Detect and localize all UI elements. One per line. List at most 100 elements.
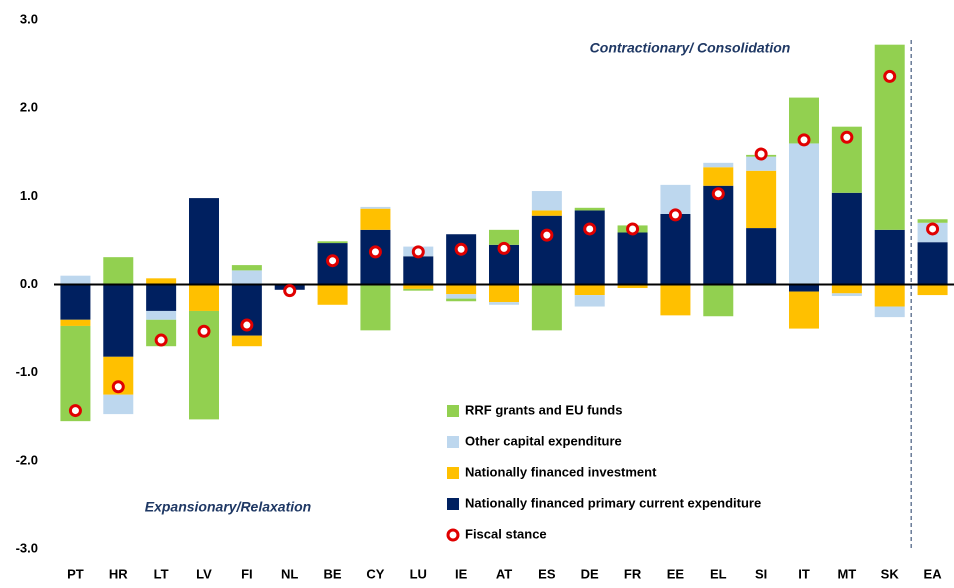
x-tick-label: SK xyxy=(881,566,900,581)
bar xyxy=(574,210,605,285)
bar xyxy=(446,284,477,295)
bar xyxy=(917,242,948,285)
x-tick-label: LT xyxy=(154,566,169,581)
stance-point xyxy=(540,228,554,242)
bar xyxy=(146,278,177,285)
x-tick-label: IT xyxy=(798,566,810,581)
bar xyxy=(746,156,777,171)
stance-point xyxy=(883,69,897,83)
bar xyxy=(746,170,777,229)
x-tick-label: EE xyxy=(667,566,685,581)
x-tick-label: SI xyxy=(755,566,767,581)
stance-point xyxy=(840,130,854,144)
x-tick-label: IE xyxy=(455,566,468,581)
bar xyxy=(146,284,177,311)
bar xyxy=(531,210,562,216)
bar xyxy=(874,284,905,307)
bar xyxy=(360,284,391,331)
bar xyxy=(403,288,434,291)
x-tick-label: PT xyxy=(67,566,84,581)
legend-marker xyxy=(447,436,459,448)
bar xyxy=(789,143,819,285)
bar xyxy=(531,215,562,285)
stance-point xyxy=(240,318,254,332)
stance-point xyxy=(711,187,725,201)
stance-point xyxy=(154,333,168,347)
legend-marker xyxy=(446,528,460,542)
bar xyxy=(917,219,948,223)
bar xyxy=(746,228,777,285)
bar xyxy=(917,284,948,296)
stance-point xyxy=(754,147,768,161)
x-tick-label: FR xyxy=(624,566,642,581)
y-tick-label: -3.0 xyxy=(16,540,38,555)
bar xyxy=(831,293,862,296)
bar xyxy=(531,191,562,211)
y-tick-label: 3.0 xyxy=(20,11,38,26)
x-tick-label: EL xyxy=(710,566,727,581)
legend-label: Fiscal stance xyxy=(465,526,547,541)
annotation: Expansionary/Relaxation xyxy=(145,499,312,515)
bar xyxy=(874,229,905,285)
legend-label: RRF grants and EU funds xyxy=(465,402,622,417)
bar xyxy=(703,167,734,186)
bar xyxy=(360,208,391,230)
x-tick-label: DE xyxy=(581,566,599,581)
bar xyxy=(489,302,519,305)
bar xyxy=(60,284,91,320)
y-tick-label: -1.0 xyxy=(16,364,38,379)
legend-marker xyxy=(447,498,459,510)
bar xyxy=(446,298,477,302)
bar xyxy=(703,284,734,317)
y-tick-label: 0.0 xyxy=(20,276,38,291)
stance-point xyxy=(797,133,811,147)
bar xyxy=(231,335,262,347)
legend-marker xyxy=(447,467,459,479)
bar xyxy=(189,284,219,311)
stance-point xyxy=(497,241,511,255)
bar xyxy=(231,270,262,285)
annotation: Contractionary/ Consolidation xyxy=(590,40,791,56)
bar xyxy=(146,310,177,320)
bar xyxy=(103,394,134,415)
bar xyxy=(703,162,734,168)
bar xyxy=(317,284,348,305)
stance-point xyxy=(926,222,940,236)
legend-marker xyxy=(447,405,459,417)
bar xyxy=(317,241,348,244)
bar xyxy=(446,294,477,299)
bar xyxy=(403,284,434,289)
bar xyxy=(489,284,519,303)
stance-point xyxy=(668,208,682,222)
stance-point xyxy=(368,245,382,259)
bar xyxy=(789,284,819,292)
x-tick-label: CY xyxy=(366,566,384,581)
y-tick-label: -2.0 xyxy=(16,452,38,467)
legend-label: Other capital expenditure xyxy=(465,433,622,448)
x-tick-label: HR xyxy=(109,566,128,581)
stance-point xyxy=(68,404,82,418)
stance-point xyxy=(197,324,211,338)
bar xyxy=(617,284,648,289)
y-tick-label: 2.0 xyxy=(20,100,38,115)
bar xyxy=(574,207,605,211)
x-tick-label: LV xyxy=(196,566,212,581)
x-tick-label: NL xyxy=(281,566,298,581)
bar xyxy=(103,257,134,285)
stance-point xyxy=(411,245,425,259)
bar xyxy=(489,229,519,245)
stance-point xyxy=(626,222,640,236)
bar xyxy=(703,185,734,285)
legend-label: Nationally financed investment xyxy=(465,464,657,479)
x-tick-label: MT xyxy=(837,566,856,581)
stance-point xyxy=(283,284,297,298)
bar xyxy=(60,275,91,285)
bar xyxy=(446,234,477,285)
stance-point xyxy=(111,380,125,394)
stance-point xyxy=(454,242,468,256)
bar xyxy=(660,284,691,316)
x-tick-label: BE xyxy=(324,566,342,581)
legend-label: Nationally financed primary current expe… xyxy=(465,495,761,510)
bar xyxy=(574,284,605,296)
